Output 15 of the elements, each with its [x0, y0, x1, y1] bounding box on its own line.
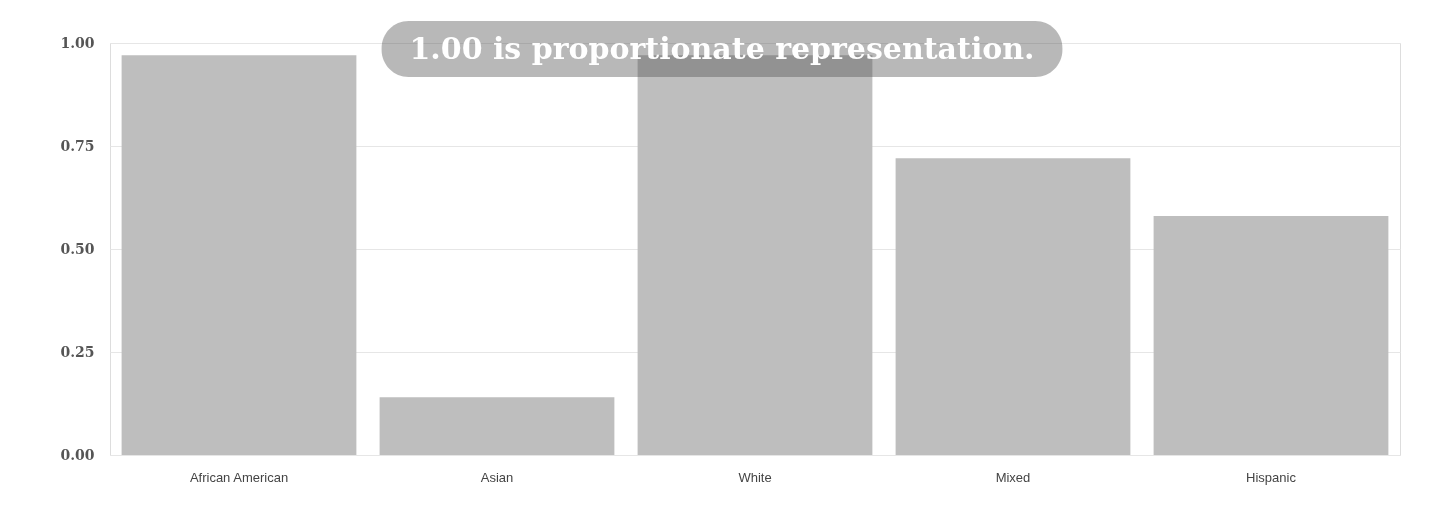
- annotation: 1.00 is proportionate representation.: [409, 31, 1035, 66]
- y-tick-label: 0.00: [60, 446, 95, 463]
- bar: [1153, 216, 1389, 455]
- bar: [379, 397, 615, 455]
- bar: [895, 158, 1131, 455]
- x-tick-label: Mixed: [995, 469, 1031, 485]
- x-tick-label: Asian: [480, 469, 514, 485]
- x-tick-label: African American: [189, 469, 289, 485]
- y-tick-label: 0.25: [60, 343, 95, 360]
- y-tick-label: 0.50: [60, 240, 95, 257]
- y-tick-label: 1.00: [60, 34, 95, 51]
- x-tick-label: White: [738, 469, 772, 485]
- x-tick-label: Hispanic: [1246, 469, 1297, 485]
- y-tick-label: 0.75: [60, 137, 95, 154]
- bar: [121, 55, 357, 455]
